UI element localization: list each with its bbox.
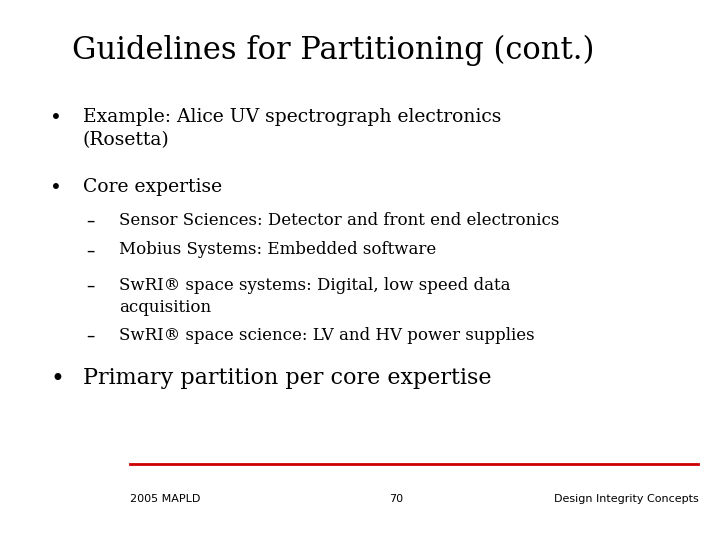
Text: SwRI® space science: LV and HV power supplies: SwRI® space science: LV and HV power sup… <box>119 327 534 343</box>
Text: 2005 MAPLD: 2005 MAPLD <box>130 495 200 504</box>
Text: Mobius Systems: Embedded software: Mobius Systems: Embedded software <box>119 241 436 258</box>
Text: Sensor Sciences: Detector and front end electronics: Sensor Sciences: Detector and front end … <box>119 212 559 229</box>
Text: Primary partition per core expertise: Primary partition per core expertise <box>83 367 491 389</box>
Text: •: • <box>50 367 64 391</box>
Text: –: – <box>86 241 95 259</box>
Text: 70: 70 <box>389 495 403 504</box>
Text: –: – <box>86 277 95 295</box>
Text: •: • <box>50 178 62 197</box>
Text: Example: Alice UV spectrograph electronics
(Rosetta): Example: Alice UV spectrograph electroni… <box>83 108 501 149</box>
Text: •: • <box>50 108 62 127</box>
Text: Core expertise: Core expertise <box>83 178 222 196</box>
Text: –: – <box>86 327 95 345</box>
Text: –: – <box>86 212 95 230</box>
Text: Design Integrity Concepts: Design Integrity Concepts <box>554 495 698 504</box>
Text: SwRI® space systems: Digital, low speed data
acquisition: SwRI® space systems: Digital, low speed … <box>119 277 510 315</box>
Text: Guidelines for Partitioning (cont.): Guidelines for Partitioning (cont.) <box>72 35 595 66</box>
